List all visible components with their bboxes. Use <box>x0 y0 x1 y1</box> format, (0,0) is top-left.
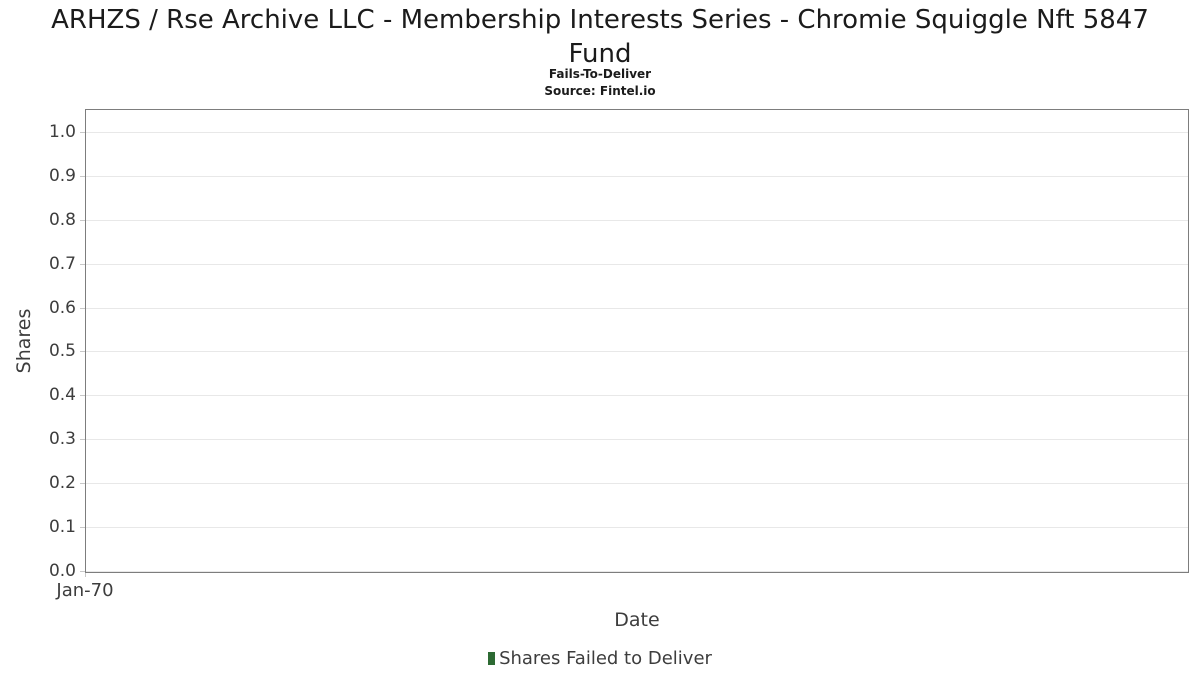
y-tick-mark <box>80 571 85 572</box>
y-tick-mark <box>80 439 85 441</box>
y-tick-label: 0.0 <box>48 561 76 581</box>
chart-subtitle: Fails-To-Deliver <box>548 67 652 81</box>
y-tick-label: 0.3 <box>48 429 76 450</box>
chart-source: Source: Fintel.io <box>544 84 656 98</box>
gridline <box>86 527 1188 529</box>
y-tick-label: 0.1 <box>48 517 76 538</box>
gridline <box>86 307 1188 309</box>
y-tick-mark <box>80 307 85 309</box>
y-tick-label: 0.4 <box>48 385 76 406</box>
plot-area <box>85 109 1189 573</box>
y-tick-label: 1.0 <box>48 121 76 142</box>
x-tick-label: Jan-70 <box>56 580 114 601</box>
chart-title: ARHZS / Rse Archive LLC - Membership Int… <box>51 5 1149 69</box>
legend-item: Shares Failed to Deliver <box>488 648 712 669</box>
y-tick-mark <box>80 483 85 485</box>
y-tick-label: 0.7 <box>48 253 76 274</box>
x-tick-mark <box>85 573 86 577</box>
y-tick-mark <box>80 527 85 529</box>
gridline <box>86 131 1188 133</box>
gridline <box>86 351 1188 353</box>
y-tick-label: 0.5 <box>48 341 76 362</box>
y-tick-mark <box>80 395 85 397</box>
legend-marker-icon <box>488 652 496 665</box>
y-tick-label: 0.8 <box>48 209 76 230</box>
legend: Shares Failed to Deliver <box>0 648 1200 669</box>
y-tick-mark <box>80 351 85 353</box>
y-tick-label: 0.6 <box>48 297 76 318</box>
x-axis-label: Date <box>614 609 660 631</box>
gridline <box>86 395 1188 397</box>
gridline <box>86 571 1188 572</box>
y-tick-mark <box>80 131 85 133</box>
gridline <box>86 175 1188 177</box>
legend-label: Shares Failed to Deliver <box>499 648 712 669</box>
gridline <box>86 219 1188 221</box>
gridline <box>86 263 1188 265</box>
gridline <box>86 439 1188 441</box>
y-tick-mark <box>80 175 85 177</box>
y-tick-label: 0.9 <box>48 165 76 186</box>
gridline <box>86 483 1188 485</box>
y-tick-label: 0.2 <box>48 473 76 494</box>
y-tick-mark <box>80 263 85 265</box>
y-tick-mark <box>80 219 85 221</box>
